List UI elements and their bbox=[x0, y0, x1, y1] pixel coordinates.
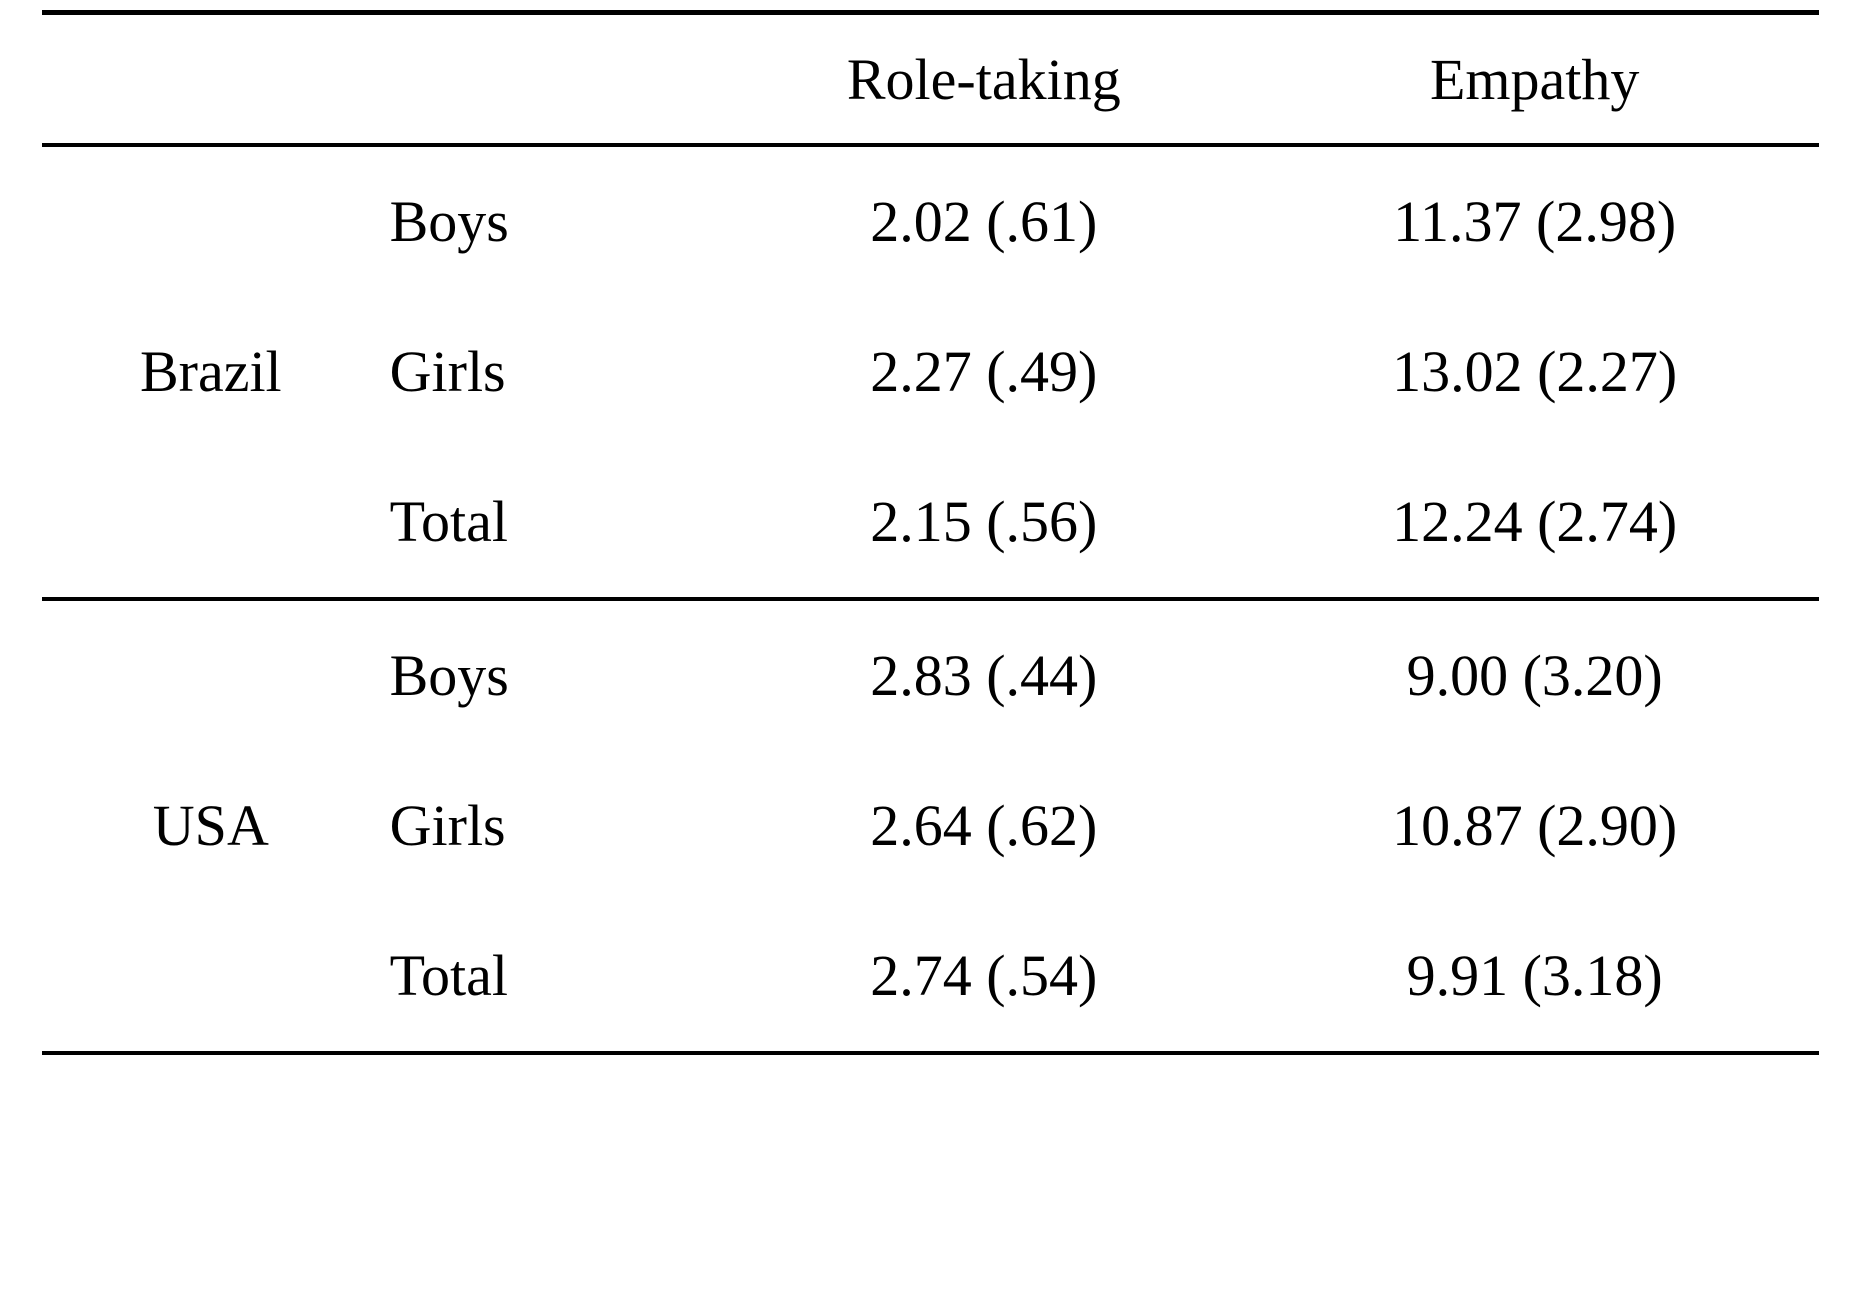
country-label: Brazil bbox=[139, 339, 282, 404]
role-taking-value: 2.74 (.54) bbox=[870, 943, 1098, 1008]
table-row: Total 2.74 (.54) 9.91 (3.18) bbox=[42, 901, 1819, 1053]
header-empathy: Empathy bbox=[1429, 47, 1640, 112]
empathy-value: 9.00 (3.20) bbox=[1406, 643, 1663, 708]
header-role-taking: Role-taking bbox=[846, 47, 1121, 112]
role-taking-value: 2.27 (.49) bbox=[870, 339, 1098, 404]
table-row: Total 2.15 (.56) 12.24 (2.74) bbox=[42, 447, 1819, 599]
group-label: Girls bbox=[389, 339, 506, 404]
empathy-value: 11.37 (2.98) bbox=[1393, 189, 1677, 254]
means-sd-table-container: Role-taking Empathy Brazil Boys 2.02 (.6… bbox=[42, 10, 1819, 1055]
table-row: Girls 2.27 (.49) 13.02 (2.27) bbox=[42, 297, 1819, 447]
header-row: Role-taking Empathy bbox=[42, 13, 1819, 146]
role-taking-value: 2.15 (.56) bbox=[870, 489, 1098, 554]
means-sd-table: Role-taking Empathy Brazil Boys 2.02 (.6… bbox=[42, 10, 1819, 1055]
section-brazil: Brazil Boys 2.02 (.61) 11.37 (2.98) Girl… bbox=[42, 145, 1819, 599]
group-label: Boys bbox=[389, 643, 509, 708]
table-row: Girls 2.64 (.62) 10.87 (2.90) bbox=[42, 751, 1819, 901]
header-country-spacer bbox=[42, 13, 380, 146]
group-label: Boys bbox=[389, 189, 509, 254]
group-label: Total bbox=[389, 943, 508, 1008]
group-label: Total bbox=[389, 489, 508, 554]
empathy-value: 12.24 (2.74) bbox=[1392, 489, 1678, 554]
header-group-spacer bbox=[380, 13, 718, 146]
role-taking-value: 2.02 (.61) bbox=[870, 189, 1098, 254]
empathy-value: 13.02 (2.27) bbox=[1392, 339, 1678, 404]
empathy-value: 9.91 (3.18) bbox=[1406, 943, 1663, 1008]
table-header: Role-taking Empathy bbox=[42, 13, 1819, 146]
table-row: Brazil Boys 2.02 (.61) 11.37 (2.98) bbox=[42, 145, 1819, 401]
table-row: USA Boys 2.83 (.44) 9.00 (3.20) bbox=[42, 599, 1819, 855]
role-taking-value: 2.64 (.62) bbox=[870, 793, 1098, 858]
role-taking-value: 2.83 (.44) bbox=[870, 643, 1098, 708]
section-usa: USA Boys 2.83 (.44) 9.00 (3.20) Girls 2.… bbox=[42, 599, 1819, 1053]
country-label: USA bbox=[152, 793, 269, 858]
empathy-value: 10.87 (2.90) bbox=[1392, 793, 1678, 858]
group-label: Girls bbox=[389, 793, 506, 858]
